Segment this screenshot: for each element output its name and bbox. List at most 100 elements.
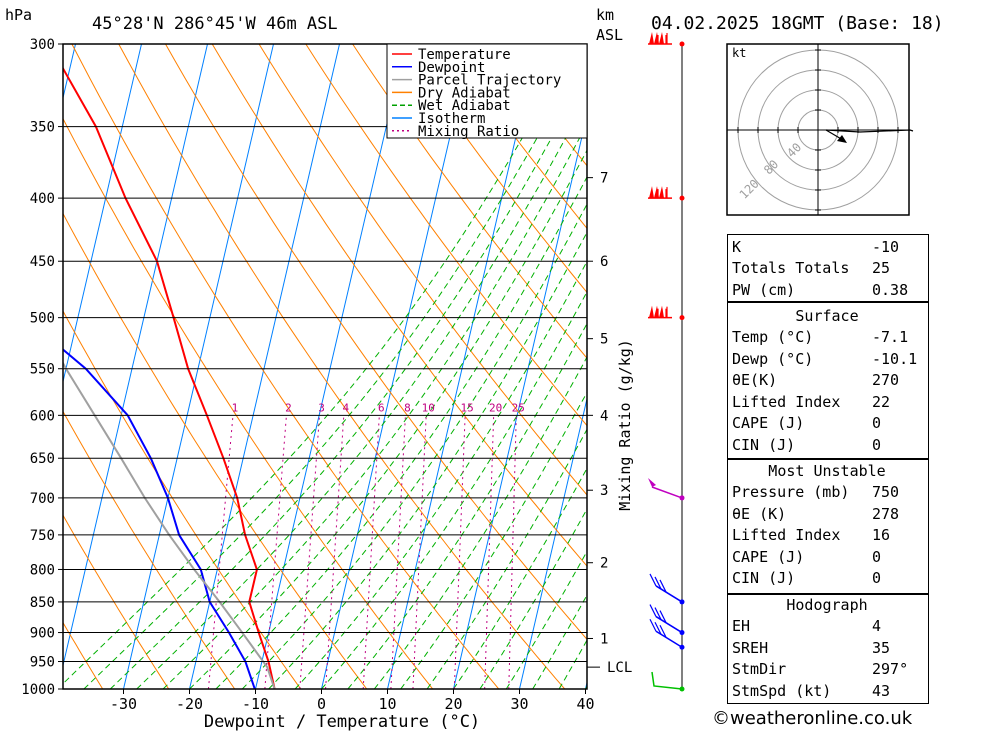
surface-value: 0 [872,435,882,454]
temperature-tick-label: 0 [317,695,326,713]
wind-barb-tick [654,621,662,635]
pressure-tick-label: 950 [30,655,55,671]
temperature-tick-label: 30 [510,695,528,713]
pressure-tick-label: 350 [30,120,55,136]
km-axis: 1 2 3 4 5 6 7 LCL [587,171,632,676]
surface-row: CAPE (J) 0 [727,413,927,435]
wind-barb-tick [659,624,667,638]
most-unstable-row: CAPE (J) 0 [727,546,927,568]
wind-barb-shaft [655,585,683,603]
km-unit: km [596,6,614,24]
isotherm-line [519,396,587,689]
mixing-ratio-line [325,415,345,689]
pressure-tick-label: 300 [30,37,55,53]
wind-barb-flag [649,305,654,318]
plot-frame [62,43,588,690]
wet-adiabat-line [294,260,587,689]
mixing-ratio-label: 2 [285,401,292,414]
surface-label: θE(K) [732,371,778,390]
isotherm-line [387,44,538,689]
most-unstable-box [727,459,929,594]
most-unstable-label: CAPE (J) [732,547,805,566]
legend-label: Temperature [418,47,511,63]
km-tick-label: 3 [600,483,608,499]
temperature-tick-label: -30 [110,695,137,713]
pressure-tick-label: 600 [30,408,55,424]
isotherm-line [123,44,274,689]
pressure-tick-label: 700 [30,491,55,507]
km-tick-label: 6 [600,254,608,270]
hodograph-trace [825,129,914,133]
wet-adiabat-line [373,356,587,689]
indices-box [727,234,929,302]
wet-adiabat-line [189,149,587,689]
barb-dot [679,315,685,321]
surface-row: Temp (°C) -7.1 [727,327,927,349]
dry-adiabat-line [71,44,500,689]
asl-unit: ASL [596,26,623,44]
hodograph-stat-value: 297° [872,660,909,679]
surface-label: CIN (J) [732,435,796,454]
km-tick-label: 1 [600,631,608,647]
pressure-tick-label: 400 [30,191,55,207]
index-value: 0.38 [872,280,909,299]
most-unstable-table: Most Unstable Pressure (mb) 750 θE (K) 278 L… [727,460,927,589]
most-unstable-row: Lifted Index 16 [727,525,927,547]
surface-value: 270 [872,371,900,390]
hodograph-stat-value: 43 [872,681,891,700]
pressure-tick-label: 850 [30,595,55,611]
most-unstable-label: Pressure (mb) [732,483,850,502]
wind-barb-shaft [651,671,683,690]
hodograph-stat-label: StmDir [732,660,787,679]
surface-label: CAPE (J) [732,414,805,433]
hodograph-stat-value: 4 [872,617,882,636]
surface-row: Dewp (°C) -10.1 [727,348,927,370]
chart-axes: 3003504004505005506006507007508008509009… [21,37,594,713]
wind-barb-flag [649,32,654,44]
wind-barb-tick [659,579,667,593]
pressure-tick-label: 900 [30,626,55,642]
index-value: -10 [872,237,900,256]
hodograph-stat-label: EH [732,617,751,636]
x-axis-label: Dewpoint / Temperature (°C) [204,712,480,732]
pressure-tick-label: 450 [30,254,55,270]
mixing-ratio-label: 8 [404,401,411,414]
wind-barb-tick [654,576,662,590]
most-unstable-row: CIN (J) 0 [727,568,927,590]
hodograph-stats-title: Hodograph [786,595,868,614]
mixing-ratio-axis-label: Mixing Ratio (g/kg) [616,339,634,511]
valid-datetime: 04.02.2025 18GMT (Base: 18) [651,13,944,34]
mixing-ratio-line [484,415,495,689]
mixing-ratio-label: 25 [512,401,525,414]
hodograph-stats-table: Hodograph EH 4 SREH 35 StmDir 297° StmSpd (kt)… [727,594,927,702]
wet-adiabat-line [63,44,575,685]
pressure-tick-label: 1000 [21,682,55,698]
temperature-tick-label: 40 [576,695,594,713]
hodograph-stat-row: SREH 35 [727,637,927,659]
legend-box [386,43,588,139]
isotherm-line [255,44,406,689]
pressure-tick-label: 550 [30,362,55,378]
wet-adiabat-line [83,45,587,689]
surface-title: Surface [795,306,859,325]
wind-barb-flag [649,186,654,199]
legend-label: Parcel Trajectory [418,73,561,89]
isotherm-line [63,44,208,668]
surface-value: -7.1 [872,328,909,347]
most-unstable-value: 750 [872,483,900,502]
temperature-tick-label: 10 [378,695,396,713]
most-unstable-value: 278 [872,504,900,523]
parcel-trajectory-curve [63,361,276,689]
wind-barb-tick [649,573,657,587]
surface-row: Lifted Index 22 [727,391,927,413]
dry-adiabat-line [165,44,587,641]
storm-motion-arrowhead [837,135,847,143]
most-unstable-row: θE (K) 278 [727,503,927,525]
most-unstable-title: Most Unstable [768,461,886,480]
pressure-tick-label: 650 [30,451,55,467]
hpa-unit: hPa [5,6,32,24]
surface-label: Lifted Index [732,392,841,411]
surface-row: CIN (J) 0 [727,434,927,456]
